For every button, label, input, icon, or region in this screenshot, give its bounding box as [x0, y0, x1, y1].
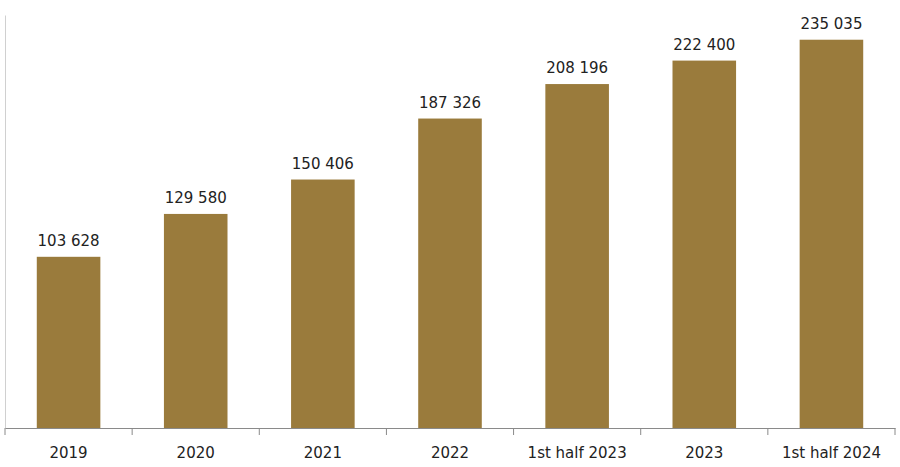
bar	[418, 119, 482, 428]
data-label: 208 196	[546, 59, 608, 77]
x-tick-label: 2023	[685, 444, 723, 462]
data-label: 150 406	[292, 155, 354, 173]
data-label: 235 035	[800, 15, 862, 33]
chart-svg: 2019 2020 2021 2022 1st half 2023 2023 1st hal…	[0, 0, 900, 467]
data-labels: 103 628 129 580 150 406 187 326 208 196 222 4…	[38, 15, 863, 250]
category-separator	[513, 428, 514, 435]
x-tick-label: 2020	[177, 444, 215, 462]
bar	[673, 61, 737, 428]
bar	[37, 257, 101, 428]
x-tick-label: 1st half 2024	[782, 444, 881, 462]
category-separator	[259, 428, 260, 435]
x-tick: 2019	[49, 428, 87, 462]
bar	[291, 180, 355, 428]
category-separators	[5, 428, 895, 435]
category-separator	[767, 428, 768, 435]
data-label: 222 400	[673, 36, 735, 54]
y-axis	[5, 16, 6, 429]
bar	[800, 40, 864, 428]
data-label: 103 628	[38, 232, 100, 250]
x-tick-label: 2021	[304, 444, 342, 462]
x-tick: 2023	[685, 428, 723, 462]
x-tick: 2020	[177, 428, 215, 462]
bars	[37, 40, 863, 428]
category-separator	[640, 428, 641, 435]
data-label: 129 580	[165, 189, 227, 207]
x-tick: 1st half 2024	[782, 428, 881, 462]
x-tick: 2021	[304, 428, 342, 462]
data-label: 187 326	[419, 94, 481, 112]
chart-container: 2019 2020 2021 2022 1st half 2023 2023 1st hal…	[0, 0, 900, 467]
x-axis-line	[6, 428, 896, 429]
x-tick: 2022	[431, 428, 469, 462]
x-axis: 2019 2020 2021 2022 1st half 2023 2023 1st hal…	[6, 428, 896, 462]
y-axis-line	[5, 16, 6, 429]
x-tick-label: 1st half 2023	[528, 444, 627, 462]
category-separator	[386, 428, 387, 435]
category-separator	[895, 428, 896, 435]
x-tick-label: 2022	[431, 444, 469, 462]
category-separator	[5, 428, 6, 435]
category-separator	[132, 428, 133, 435]
bar	[545, 84, 609, 428]
x-tick: 1st half 2023	[528, 428, 627, 462]
bar	[164, 214, 228, 428]
x-tick-label: 2019	[49, 444, 87, 462]
